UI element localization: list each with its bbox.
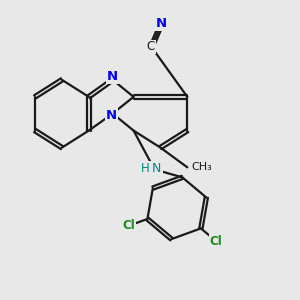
Text: CH₃: CH₃ [191, 162, 212, 172]
Text: N: N [107, 70, 118, 83]
Text: Cl: Cl [122, 219, 135, 232]
Text: H: H [141, 162, 150, 175]
Text: Cl: Cl [210, 235, 223, 248]
Text: N: N [106, 110, 117, 122]
Text: N: N [155, 17, 167, 30]
Text: N: N [152, 162, 162, 175]
Text: C: C [147, 40, 155, 53]
